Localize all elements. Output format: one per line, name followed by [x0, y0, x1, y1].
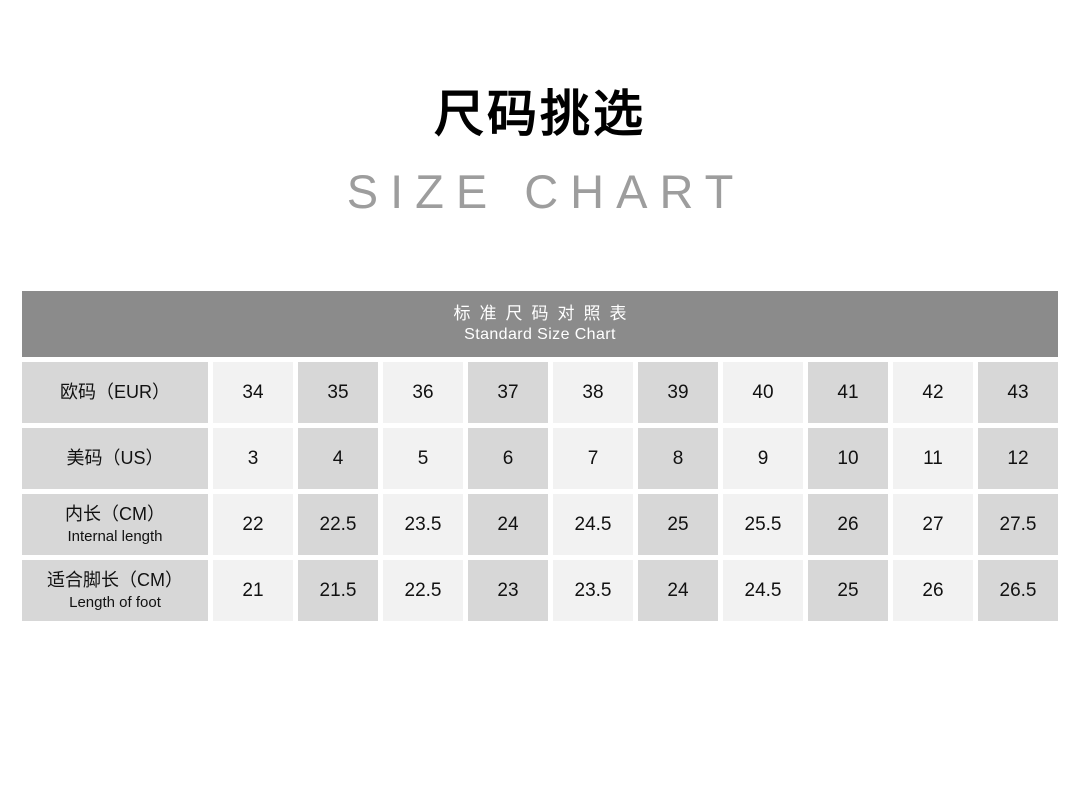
size-value-cell: 43 [978, 362, 1058, 424]
size-value-cell: 41 [808, 362, 888, 424]
size-value-cell: 35 [298, 362, 378, 424]
size-value-cell: 12 [978, 428, 1058, 490]
size-value-cell: 25 [808, 560, 888, 622]
row-label-chinese: 欧码（EUR） [59, 382, 170, 403]
size-value-cell: 36 [383, 362, 463, 424]
size-value-cell: 22.5 [383, 560, 463, 622]
size-value-cell: 25.5 [723, 494, 803, 556]
size-value-cell: 27.5 [978, 494, 1058, 556]
size-value-cell: 38 [553, 362, 633, 424]
size-value-cell: 26.5 [978, 560, 1058, 622]
size-value-cell: 9 [723, 428, 803, 490]
size-value-cell: 40 [723, 362, 803, 424]
table-header-english: Standard Size Chart [464, 326, 616, 344]
row-label: 欧码（EUR） [22, 362, 208, 424]
size-value-cell: 11 [893, 428, 973, 490]
size-value-cell: 10 [808, 428, 888, 490]
row-label: 适合脚长（CM） Length of foot [22, 560, 208, 622]
row-label-english: Length of foot [69, 593, 161, 611]
size-value-cell: 8 [638, 428, 718, 490]
row-label-chinese: 美码（US） [66, 448, 164, 469]
size-value-cell: 5 [383, 428, 463, 490]
size-value-cell: 4 [298, 428, 378, 490]
size-value-cell: 37 [468, 362, 548, 424]
size-value-cell: 21 [213, 560, 293, 622]
size-value-cell: 6 [468, 428, 548, 490]
size-value-cell: 24.5 [553, 494, 633, 556]
size-value-cell: 21.5 [298, 560, 378, 622]
size-value-cell: 23.5 [383, 494, 463, 556]
size-value-cell: 22.5 [298, 494, 378, 556]
size-value-cell: 24 [468, 494, 548, 556]
size-value-cell: 34 [213, 362, 293, 424]
row-label: 内长（CM） Internal length [22, 494, 208, 556]
row-label-chinese: 内长（CM） [65, 504, 165, 525]
row-label: 美码（US） [22, 428, 208, 490]
size-value-cell: 7 [553, 428, 633, 490]
row-label-chinese: 适合脚长（CM） [47, 570, 183, 591]
size-value-cell: 25 [638, 494, 718, 556]
size-value-cell: 39 [638, 362, 718, 424]
size-value-cell: 42 [893, 362, 973, 424]
page-title-english: SIZE CHART [346, 164, 746, 218]
size-value-cell: 26 [893, 560, 973, 622]
row-label-english: Internal length [67, 527, 163, 545]
size-table-body: 欧码（EUR） 34 35 36 37 38 39 40 41 42 43 美码（US） 3 4 5 6 7 8 9… [22, 362, 1058, 622]
size-value-cell: 24 [638, 560, 718, 622]
size-value-cell: 3 [213, 428, 293, 490]
size-value-cell: 23 [468, 560, 548, 622]
size-value-cell: 23.5 [553, 560, 633, 622]
size-value-cell: 27 [893, 494, 973, 556]
page-title-chinese: 尺码挑选 [434, 86, 646, 142]
table-header-chinese: 标准尺码对照表 [453, 304, 636, 324]
size-table-header: 标准尺码对照表 Standard Size Chart [22, 291, 1058, 358]
size-value-cell: 22 [213, 494, 293, 556]
size-value-cell: 26 [808, 494, 888, 556]
size-value-cell: 24.5 [723, 560, 803, 622]
size-table: 标准尺码对照表 Standard Size Chart 欧码（EUR） 34 35 3… [22, 291, 1058, 622]
